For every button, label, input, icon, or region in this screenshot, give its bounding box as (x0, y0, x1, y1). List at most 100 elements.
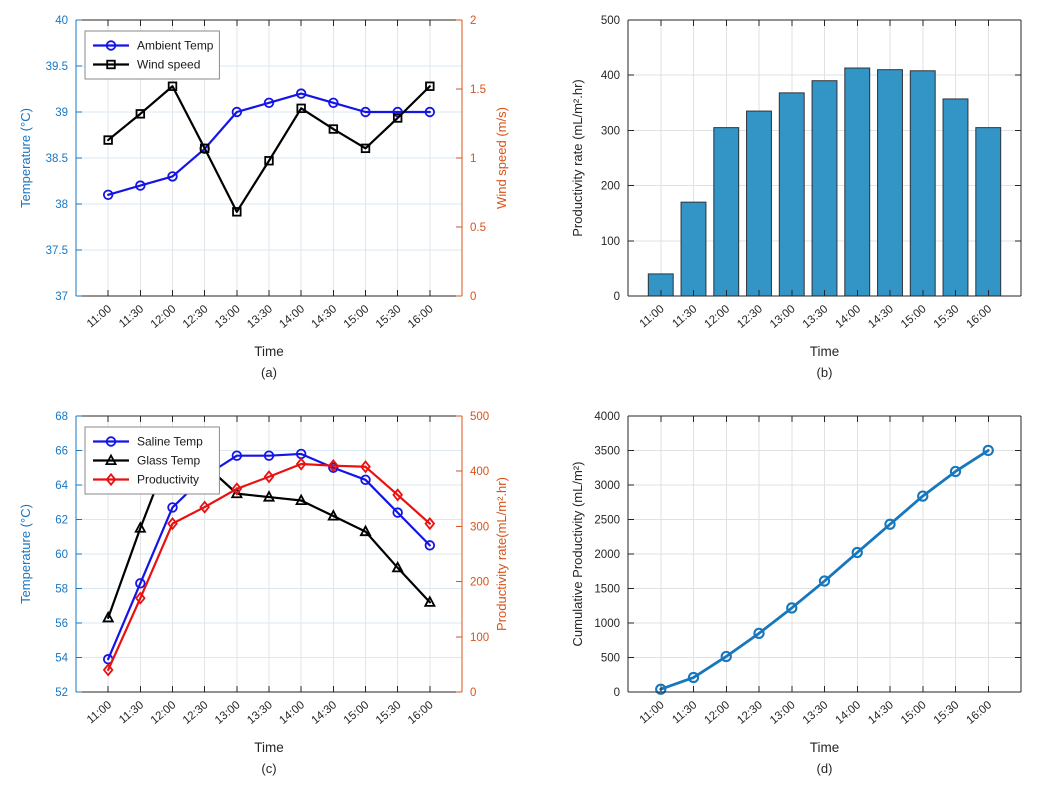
y-axis-label-left: Temperature (°C) (18, 504, 33, 604)
bar-13:00 (778, 92, 805, 297)
svg-text:0: 0 (470, 291, 476, 303)
marker-square (328, 124, 339, 134)
marker-triangle (423, 595, 436, 607)
marker-circle (231, 450, 243, 461)
chart-panel-b: 0 100 200 300 400 500 11:00 11:30 12:00 12:30 13:0… (521, 0, 1043, 396)
svg-text:15:00: 15:00 (899, 699, 929, 727)
axes-spines (75, 19, 463, 297)
marker-circle (360, 106, 371, 118)
marker-circle (263, 450, 275, 461)
svg-text:300: 300 (601, 125, 620, 137)
svg-text:16:00: 16:00 (964, 699, 994, 727)
marker-diamond (134, 591, 146, 605)
marker-circle (105, 436, 117, 447)
svg-text:2: 2 (470, 15, 476, 27)
marker-circle (982, 444, 994, 457)
svg-text:11:30: 11:30 (117, 699, 146, 726)
marker-circle (102, 189, 114, 201)
svg-text:2500: 2500 (594, 515, 620, 527)
marker-triangle (262, 490, 276, 502)
svg-text:13:30: 13:30 (801, 303, 831, 331)
marker-circle (392, 106, 403, 118)
svg-text:15:30: 15:30 (374, 699, 404, 727)
svg-text:500: 500 (601, 15, 620, 27)
marker-triangle (230, 486, 243, 499)
gridlines (76, 416, 462, 692)
marker-circle (818, 575, 831, 587)
chart-panel-d: 0 500 1000 1500 2000 2500 3000 3500 4000 11:00 11:… (521, 396, 1043, 792)
svg-text:15:30: 15:30 (374, 303, 404, 331)
x-axis-label: Time (254, 740, 284, 755)
svg-text:3500: 3500 (594, 446, 620, 458)
svg-text:40: 40 (55, 15, 68, 27)
marker-square (296, 103, 306, 114)
marker-circle (167, 502, 178, 513)
svg-text:37.5: 37.5 (46, 245, 68, 257)
svg-text:56: 56 (55, 618, 68, 630)
svg-text:15:00: 15:00 (342, 699, 372, 727)
svg-text:14:30: 14:30 (310, 699, 340, 727)
svg-text:66: 66 (55, 446, 68, 458)
svg-text:2000: 2000 (594, 549, 620, 561)
svg-text:15:30: 15:30 (932, 699, 962, 727)
legend-entry: Productivity (137, 473, 199, 487)
svg-text:13:00: 13:00 (213, 699, 243, 727)
marker-diamond (102, 663, 114, 677)
svg-text:0.5: 0.5 (470, 222, 486, 234)
svg-text:16:00: 16:00 (964, 303, 994, 331)
marker-diamond (392, 488, 404, 502)
svg-text:13:30: 13:30 (245, 303, 275, 331)
panel-caption: (c) (261, 761, 276, 776)
marker-triangle (104, 453, 118, 465)
svg-text:14:30: 14:30 (866, 303, 896, 331)
svg-text:38.5: 38.5 (46, 153, 68, 165)
svg-text:400: 400 (601, 70, 620, 82)
marker-triangle (134, 521, 147, 533)
bar-13:30 (811, 80, 838, 297)
x-axis-label: Time (810, 344, 840, 359)
svg-text:0: 0 (614, 291, 620, 303)
axis-labels: Productivity rate (mL/m².hr) Time (b) (570, 79, 839, 380)
svg-text:14:00: 14:00 (833, 699, 863, 727)
marker-circle (135, 180, 146, 191)
marker-square (232, 207, 242, 217)
x-axis-label: Time (254, 344, 284, 359)
marker-circle (786, 602, 798, 614)
svg-text:12:30: 12:30 (735, 699, 765, 727)
axes-spines (627, 415, 1022, 693)
svg-text:200: 200 (601, 181, 620, 193)
svg-text:11:00: 11:00 (638, 699, 667, 726)
svg-text:400: 400 (470, 466, 489, 478)
svg-text:11:00: 11:00 (85, 699, 114, 726)
marker-circle (917, 490, 929, 502)
svg-text:12:30: 12:30 (181, 303, 211, 331)
marker-circle (424, 106, 436, 118)
marker-diamond (263, 470, 275, 484)
chart-panel-c: 52 54 56 58 60 62 64 66 68 0 100 200 300 400 500 11:00 1… (0, 396, 521, 792)
chart-d-svg: 0 500 1000 1500 2000 2500 3000 3500 4000 11:00 11:… (570, 411, 1022, 776)
y-axis-label-right: Productivity rate(mL/m².hr) (494, 477, 509, 631)
svg-text:300: 300 (470, 521, 489, 533)
svg-text:1500: 1500 (594, 584, 620, 596)
svg-text:3000: 3000 (594, 480, 620, 492)
marker-square (392, 113, 403, 123)
axes-spines (75, 415, 463, 693)
marker-circle (167, 171, 178, 182)
axis-labels: Cumulative Productivity (mL/m²) Time (d) (570, 462, 839, 776)
marker-diamond (295, 457, 307, 471)
svg-text:11:30: 11:30 (670, 699, 699, 726)
svg-text:13:00: 13:00 (213, 303, 243, 331)
legend-entry: Wind speed (137, 58, 200, 72)
legend-entry: Saline Temp (137, 435, 203, 449)
marker-circle (392, 507, 403, 518)
svg-text:1: 1 (470, 153, 476, 165)
svg-text:39: 39 (55, 107, 68, 119)
svg-text:14:30: 14:30 (310, 303, 340, 331)
marker-triangle (102, 610, 115, 623)
svg-text:12:00: 12:00 (149, 699, 179, 727)
y-axis-label-left: Temperature (°C) (18, 108, 33, 208)
marker-circle (884, 518, 896, 530)
marker-triangle (327, 509, 340, 521)
svg-text:11:00: 11:00 (85, 303, 114, 330)
